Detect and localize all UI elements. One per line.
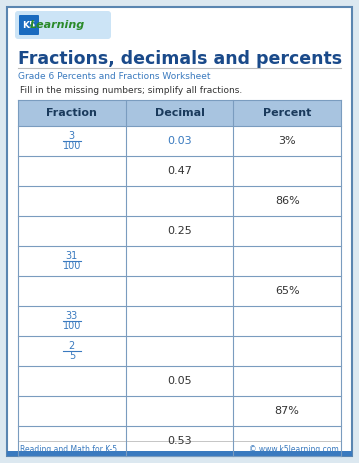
Text: 0.05: 0.05 <box>167 376 192 386</box>
Text: Learning: Learning <box>29 20 85 30</box>
Text: Percent: Percent <box>263 108 311 118</box>
Bar <box>18 156 341 186</box>
Bar <box>18 396 341 426</box>
Text: 33: 33 <box>66 311 78 321</box>
Text: Fill in the missing numbers; simplify all fractions.: Fill in the missing numbers; simplify al… <box>20 86 242 95</box>
Text: 5: 5 <box>69 351 75 361</box>
Text: 0.25: 0.25 <box>167 226 192 236</box>
FancyBboxPatch shape <box>15 11 111 39</box>
Text: 100: 100 <box>63 261 81 271</box>
Text: 0.03: 0.03 <box>167 136 192 146</box>
Text: Fraction: Fraction <box>46 108 97 118</box>
Bar <box>18 100 341 126</box>
Bar <box>18 366 341 396</box>
Text: 31: 31 <box>66 251 78 261</box>
Bar <box>18 426 341 456</box>
Text: 100: 100 <box>63 141 81 151</box>
Bar <box>18 186 341 216</box>
Text: 65%: 65% <box>275 286 299 296</box>
Text: Fractions, decimals and percents: Fractions, decimals and percents <box>18 50 342 68</box>
Text: 3: 3 <box>69 131 75 141</box>
Text: 0.47: 0.47 <box>167 166 192 176</box>
Text: 86%: 86% <box>275 196 299 206</box>
Text: Reading and Math for K-5: Reading and Math for K-5 <box>20 445 117 454</box>
Text: 87%: 87% <box>275 406 300 416</box>
Text: 0.53: 0.53 <box>167 436 192 446</box>
Bar <box>18 126 341 156</box>
Bar <box>18 216 341 246</box>
Text: 100: 100 <box>63 321 81 331</box>
Bar <box>18 276 341 306</box>
Text: K5: K5 <box>22 20 36 30</box>
Text: Decimal: Decimal <box>155 108 204 118</box>
Bar <box>18 336 341 366</box>
FancyBboxPatch shape <box>19 15 39 35</box>
Text: © www.k5learning.com: © www.k5learning.com <box>249 445 339 454</box>
Bar <box>18 246 341 276</box>
Bar <box>18 306 341 336</box>
Text: 2: 2 <box>69 341 75 351</box>
Text: Grade 6 Percents and Fractions Worksheet: Grade 6 Percents and Fractions Worksheet <box>18 72 210 81</box>
Bar <box>7 451 352 456</box>
Text: 3%: 3% <box>278 136 296 146</box>
